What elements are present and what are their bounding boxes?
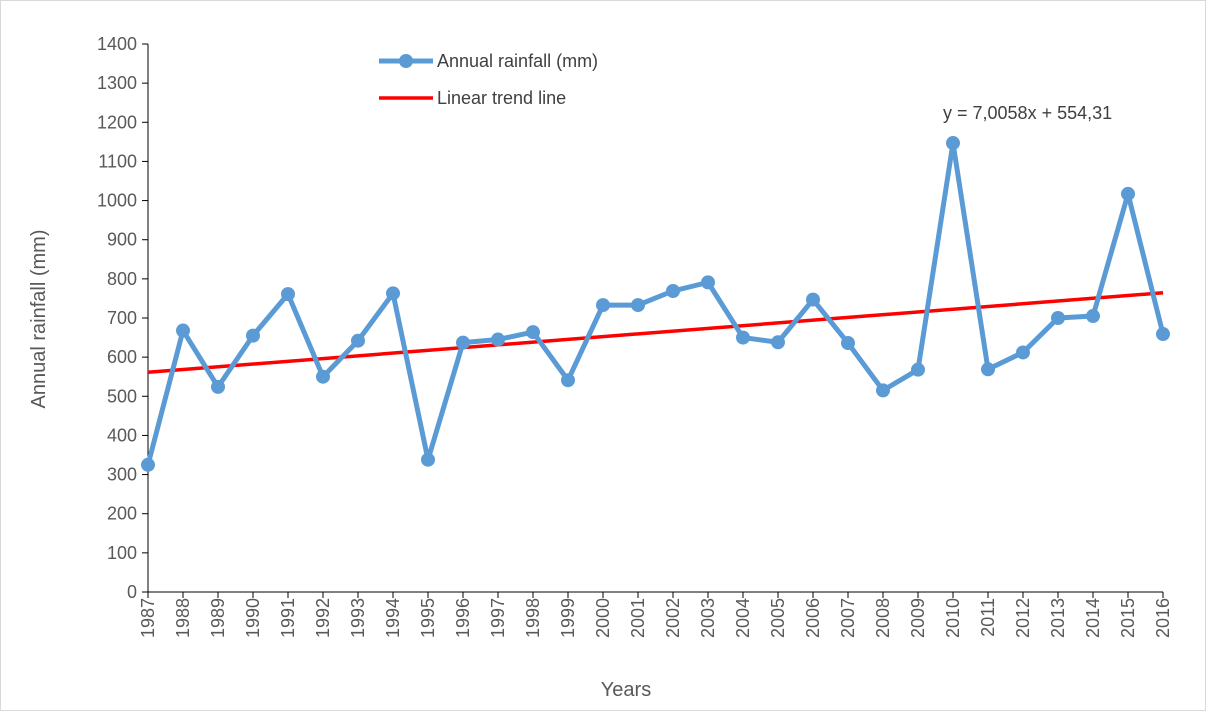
rainfall-point (876, 383, 890, 398)
rainfall-point (1016, 345, 1030, 360)
y-tick-label: 500 (107, 386, 137, 406)
x-tick-label: 1996 (453, 598, 473, 638)
x-tick-label: 2015 (1118, 598, 1138, 638)
y-axis-title: Annual rainfall (mm) (28, 230, 50, 409)
x-tick-label: 1998 (523, 598, 543, 638)
rainfall-point (176, 323, 190, 338)
rainfall-point (771, 335, 785, 350)
rainfall-point (421, 452, 435, 467)
x-tick-label: 2000 (593, 598, 613, 638)
rainfall-point (526, 325, 540, 340)
y-tick-label: 0 (127, 582, 137, 602)
y-tick-label: 1100 (98, 151, 137, 171)
x-tick-label: 1990 (243, 598, 263, 638)
x-tick-label: 2012 (1013, 598, 1033, 638)
x-tick-label: 2016 (1153, 598, 1173, 638)
rainfall-point (911, 362, 925, 377)
rainfall-point (1156, 327, 1170, 342)
rainfall-point (1051, 311, 1065, 325)
y-tick-label: 100 (107, 543, 137, 563)
legend-rainfall-marker (399, 54, 413, 68)
rainfall-point (666, 283, 680, 298)
y-tick-label: 200 (107, 504, 137, 524)
x-tick-label: 1999 (558, 598, 578, 638)
x-tick-label: 2014 (1083, 598, 1103, 638)
trend-equation-annotation: y = 7,0058x + 554,31 (943, 103, 1112, 123)
x-tick-label: 1988 (173, 598, 193, 638)
rainfall-point (141, 457, 155, 472)
x-tick-label: 2001 (628, 598, 648, 638)
x-tick-label: 1992 (313, 598, 333, 638)
x-axis-title: Years (601, 679, 651, 701)
y-tick-label: 400 (107, 425, 137, 445)
rainfall-point (806, 292, 820, 307)
y-axis-ticks: 0 100 200 300 400 500 600 700 800 900 1000 1100 1200… (97, 34, 148, 602)
y-tick-label: 1300 (97, 73, 137, 93)
x-tick-label: 2004 (733, 598, 753, 638)
legend-trend-label: Linear trend line (437, 88, 566, 108)
x-tick-label: 2008 (873, 598, 893, 638)
rainfall-point (596, 298, 610, 313)
rainfall-point (1086, 309, 1100, 324)
x-axis-ticks: 1987 1988 1989 1990 1991 1992 1993 1994 1995 1996… (138, 592, 1173, 638)
x-tick-label: 1997 (488, 598, 508, 638)
x-tick-label: 1994 (383, 598, 403, 638)
rainfall-point (946, 136, 960, 151)
rainfall-point (246, 328, 260, 343)
legend: Annual rainfall (mm) Linear trend line (379, 51, 598, 108)
rainfall-point (491, 332, 505, 347)
rainfall-point (631, 298, 645, 313)
x-tick-label: 2013 (1048, 598, 1068, 638)
y-tick-label: 800 (107, 269, 137, 289)
x-tick-label: 2010 (943, 598, 963, 638)
y-tick-label: 1400 (97, 34, 137, 54)
y-tick-label: 900 (107, 230, 137, 250)
x-tick-label: 1995 (418, 598, 438, 638)
rainfall-point (981, 362, 995, 377)
x-tick-label: 2011 (978, 598, 998, 637)
y-tick-label: 1200 (97, 112, 137, 132)
x-tick-label: 2005 (768, 598, 788, 638)
rainfall-point (1121, 186, 1135, 201)
rainfall-point (316, 369, 330, 384)
y-tick-label: 600 (107, 347, 137, 367)
y-tick-label: 700 (107, 308, 137, 328)
x-tick-label: 2003 (698, 598, 718, 638)
series-layer (141, 136, 1170, 472)
x-tick-label: 2009 (908, 598, 928, 638)
rainfall-point (561, 373, 575, 388)
x-tick-label: 1993 (348, 598, 368, 638)
rainfall-point (841, 336, 855, 351)
x-tick-label: 1991 (278, 598, 298, 638)
x-tick-label: 1989 (208, 598, 228, 638)
y-tick-label: 300 (107, 465, 137, 485)
x-tick-label: 2006 (803, 598, 823, 638)
rainfall-point (456, 335, 470, 350)
rainfall-point (701, 275, 715, 290)
rainfall-point (281, 287, 295, 302)
x-tick-label: 1987 (138, 598, 158, 638)
rainfall-point (351, 333, 365, 348)
legend-rainfall-label: Annual rainfall (mm) (437, 51, 598, 71)
y-tick-label: 1000 (97, 191, 137, 211)
rainfall-point (736, 330, 750, 345)
rainfall-point (386, 286, 400, 301)
x-tick-label: 2007 (838, 598, 858, 638)
rainfall-point (211, 379, 225, 394)
x-tick-label: 2002 (663, 598, 683, 638)
